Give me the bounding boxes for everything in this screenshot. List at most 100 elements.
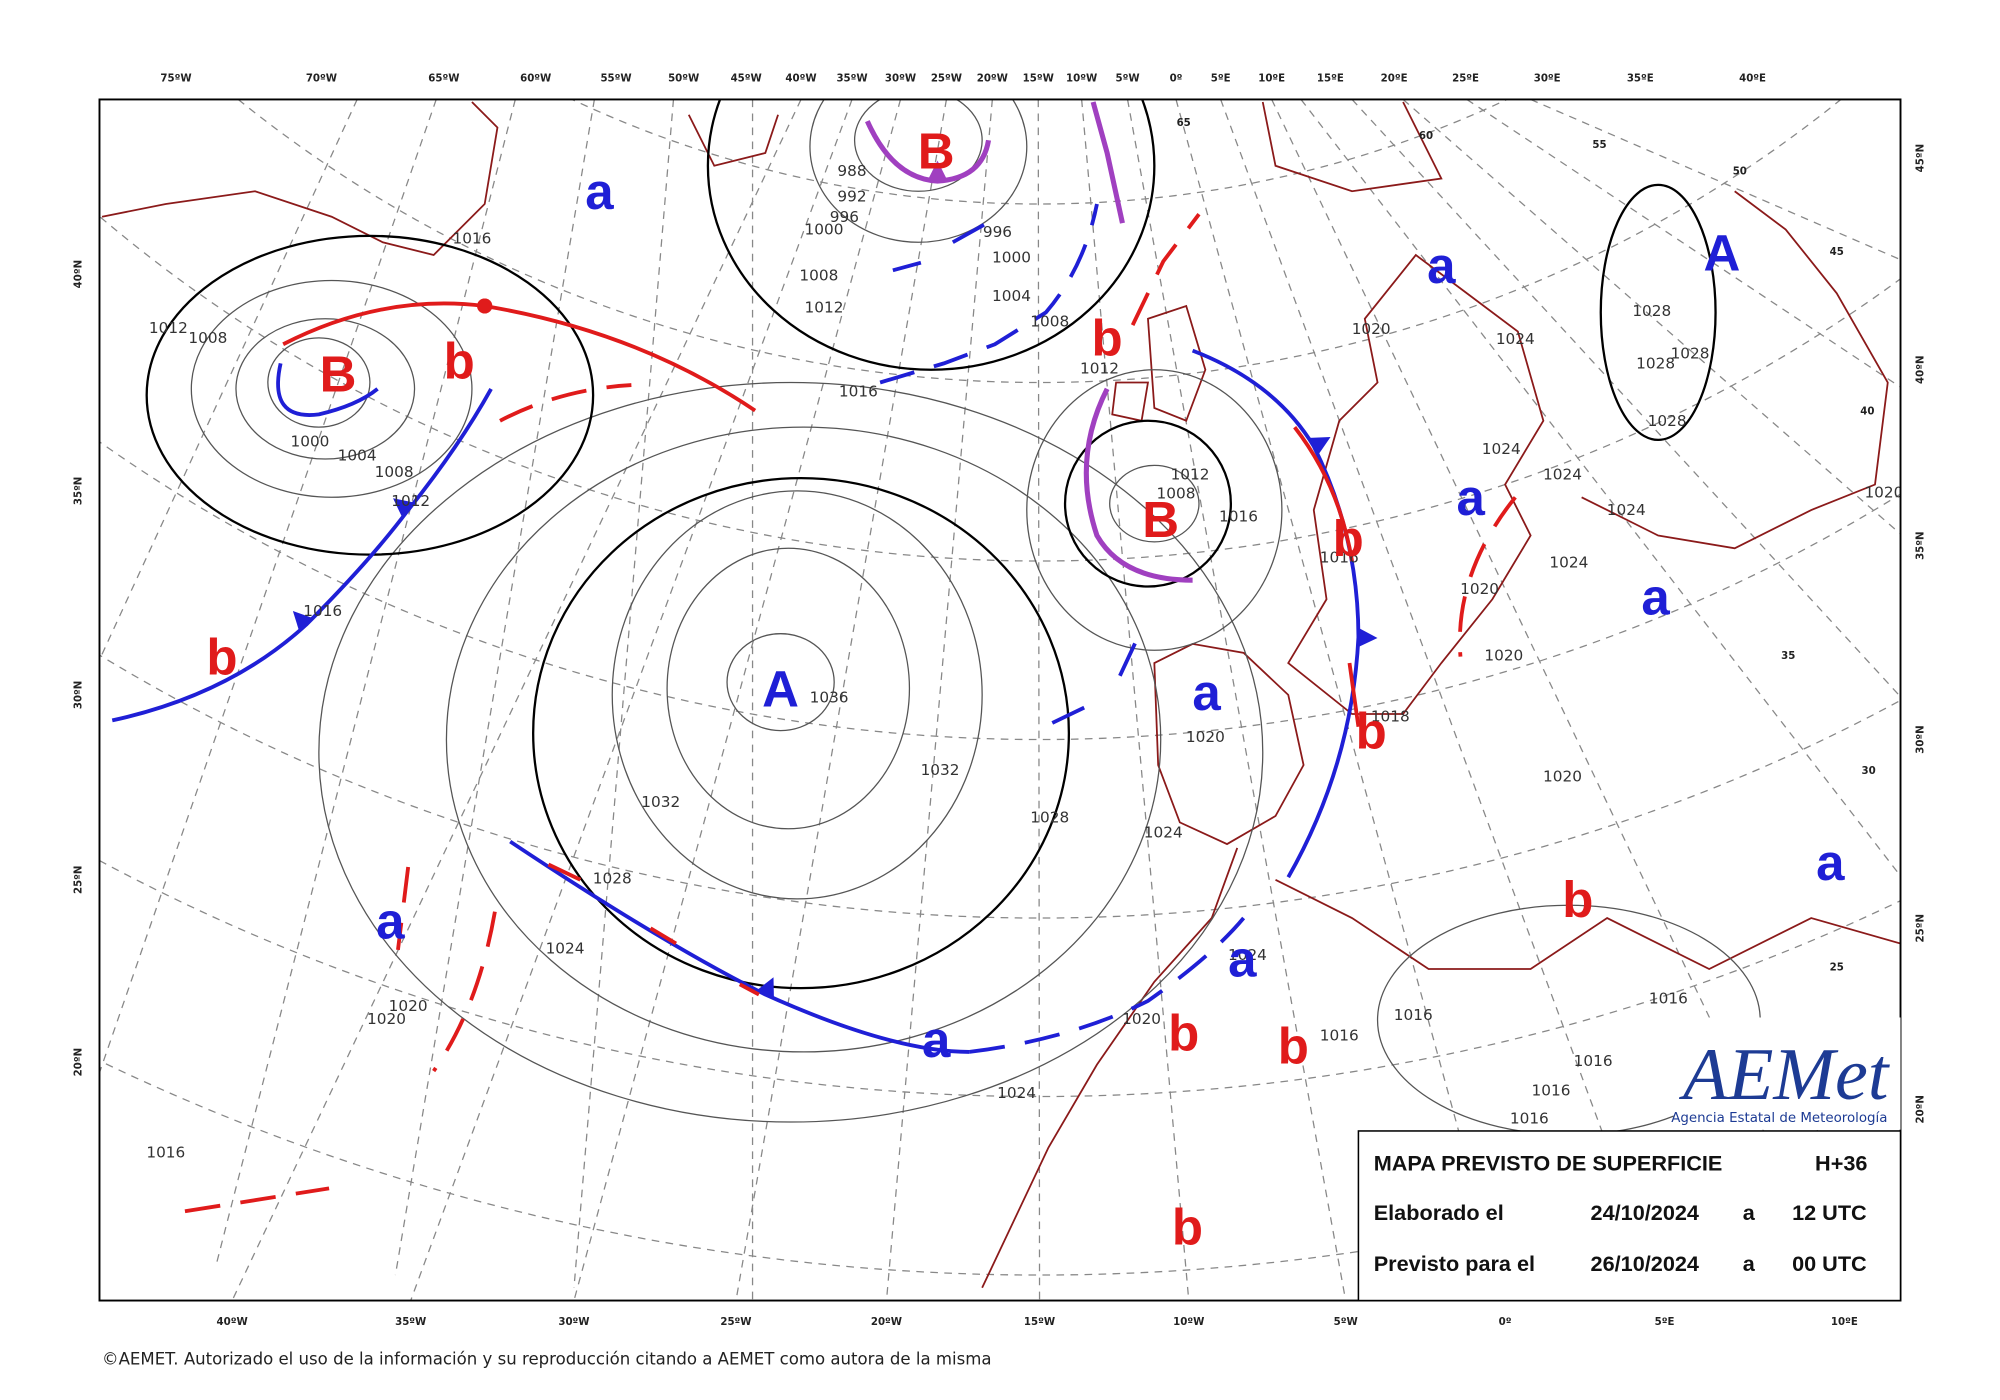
- isobar-label: 1020: [1460, 580, 1499, 598]
- bottom-longitude: 35ºW: [395, 1317, 426, 1328]
- right-latitude: 40ºN: [1915, 356, 1926, 384]
- top-longitude: 55ºW: [600, 74, 631, 85]
- meridian: [1466, 99, 1901, 388]
- info-cell: Elaborado el: [1374, 1200, 1504, 1225]
- map-area: 9889929961000100810129961000100410081016…: [99, 99, 1903, 1301]
- top-longitude: 10ºW: [1066, 74, 1097, 85]
- isobar-label: 1008: [799, 267, 838, 285]
- pressure-system: a: [1228, 931, 1257, 988]
- coast: [1275, 878, 1901, 971]
- isobar-label: 1016: [1320, 1026, 1359, 1044]
- pressure-system: a: [585, 163, 614, 220]
- isobar-label: 1004: [338, 446, 377, 464]
- pressure-system: B: [320, 345, 357, 402]
- isobar-labels: 9889929961000100810129961000100410081016…: [146, 162, 1903, 1162]
- isobar-label: 1028: [593, 870, 632, 888]
- bottom-longitude: 20ºW: [871, 1317, 902, 1328]
- isobar-label: 1028: [1671, 344, 1710, 362]
- pressure-system: A: [1704, 224, 1741, 281]
- logo: AEMet Agencia Estatal de Meteorología: [1671, 1017, 1901, 1130]
- isobar-label: 1024: [997, 1084, 1036, 1102]
- isobar-label: 1020: [1864, 483, 1903, 501]
- meridian: [1351, 99, 1901, 698]
- occluded-front: [1083, 387, 1193, 583]
- top-longitude: 40ºW: [785, 74, 816, 85]
- top-longitude: 20ºE: [1381, 74, 1408, 85]
- stationary-front: [879, 203, 1099, 385]
- isobar-label: 1020: [389, 997, 428, 1015]
- pressure-system: b: [1278, 1017, 1309, 1074]
- coast: [1153, 642, 1305, 846]
- pressure-system: b: [1562, 871, 1593, 928]
- bottom-longitude: 40ºW: [217, 1317, 248, 1328]
- info-cell: a: [1743, 1251, 1756, 1276]
- pressure-system: a: [1192, 664, 1221, 721]
- isobar-label: 1028: [1636, 354, 1675, 372]
- isobar-label: 1024: [1607, 501, 1646, 519]
- coast: [687, 101, 1443, 193]
- meridian: [735, 99, 948, 1301]
- info-cell: 24/10/2024: [1591, 1200, 1699, 1225]
- bottom-longitude: 0º: [1499, 1317, 1512, 1328]
- isobar: [1026, 369, 1283, 651]
- isobar: [853, 99, 983, 192]
- meridian: [1037, 99, 1041, 1301]
- top-longitude: 35ºW: [836, 74, 867, 85]
- isobar-label: 1000: [290, 432, 329, 450]
- warm-front: [282, 298, 757, 413]
- top-longitude: 40ºE: [1739, 74, 1766, 85]
- bottom-longitude: 15ºW: [1024, 1317, 1055, 1328]
- isobar-label: 1016: [1649, 989, 1688, 1007]
- isobar-label: 1024: [1549, 553, 1588, 571]
- top-longitude: 30ºW: [885, 74, 916, 85]
- info-rows: Elaborado el 24/10/2024 a 12 UTC Previsto pa…: [1374, 1200, 1867, 1276]
- cold-front: [276, 362, 379, 417]
- isobar: [706, 99, 1156, 371]
- isobar: [1109, 464, 1200, 543]
- isobar-label: 1024: [1543, 465, 1582, 483]
- isobar: [666, 547, 911, 830]
- left-latitude: 35ºN: [74, 477, 85, 505]
- isobar-label: 1016: [839, 383, 878, 401]
- meridian: [216, 99, 516, 1263]
- coordinate-labels: 75ºW 70ºW 65ºW 60ºW 55ºW 50ºW 45ºW 40ºW 35ºW 30ºW…: [74, 74, 1927, 1328]
- trough: [499, 383, 632, 423]
- isobar-label: 1018: [1371, 708, 1410, 726]
- isobar-label: 1008: [375, 463, 414, 481]
- trough: [1051, 636, 1140, 725]
- top-longitude: 30ºE: [1534, 74, 1561, 85]
- latitude-label: 45: [1830, 247, 1844, 258]
- coast: [981, 847, 1239, 1289]
- isobar: [445, 426, 1162, 1053]
- info-title: MAPA PREVISTO DE SUPERFICIE: [1374, 1150, 1723, 1175]
- isobar-label: 1020: [1122, 1010, 1161, 1028]
- pressure-system: B: [1142, 491, 1179, 548]
- isobar-label: 1024: [1482, 440, 1521, 458]
- isobar-label: 1036: [810, 689, 849, 707]
- isobar-label: 1000: [992, 249, 1031, 267]
- stationary-front: [969, 916, 1246, 1054]
- right-latitude: 25ºN: [1915, 914, 1926, 942]
- warm-front: [547, 862, 760, 997]
- isobar-label: 1032: [641, 793, 680, 811]
- top-longitude: 15ºE: [1317, 74, 1344, 85]
- pressure-system: a: [1427, 237, 1456, 294]
- top-longitude: 75ºW: [160, 74, 191, 85]
- footer: ©AEMET. Autorizado el uso de la informac…: [102, 1349, 992, 1368]
- meridian: [1126, 99, 1347, 1301]
- isobar-label: 1032: [921, 761, 960, 779]
- isobar-label: 1012: [391, 492, 430, 510]
- cold-front: [509, 839, 970, 1054]
- isobar-label: 1028: [1030, 808, 1069, 826]
- isobar-label: 1024: [1496, 330, 1535, 348]
- trough: [892, 222, 986, 273]
- isobar: [809, 99, 1028, 243]
- top-longitude: 25ºW: [931, 74, 962, 85]
- isobar: [532, 476, 1071, 990]
- left-latitude: 40ºN: [74, 260, 85, 288]
- isobar-label: 1016: [452, 230, 491, 248]
- top-longitude: 45ºW: [731, 74, 762, 85]
- isobar-label: 1028: [1648, 412, 1687, 430]
- meridian: [231, 99, 802, 1301]
